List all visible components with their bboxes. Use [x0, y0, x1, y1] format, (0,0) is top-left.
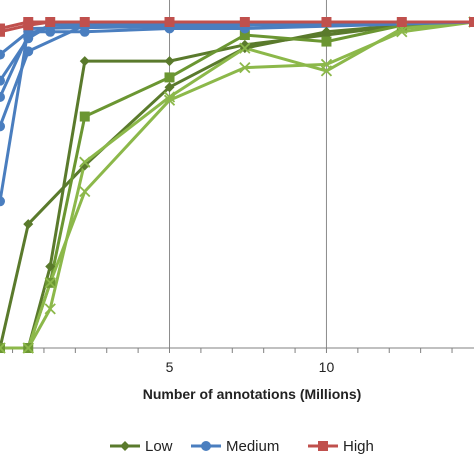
- x-tick-label-1: 10: [319, 359, 335, 375]
- x-marker: [44, 303, 56, 315]
- square-marker: [79, 111, 90, 122]
- diamond-marker: [23, 219, 34, 230]
- diamond-marker: [239, 39, 250, 50]
- square-marker: [239, 30, 250, 41]
- circle-marker: [0, 49, 5, 60]
- x-marker: [239, 42, 251, 54]
- legend-label-0: Low: [145, 438, 173, 455]
- circle-marker: [201, 441, 211, 451]
- x-marker: [163, 94, 176, 106]
- legend: Low Medium High: [110, 438, 374, 455]
- legend-label-1: Medium: [226, 438, 279, 455]
- square-marker: [164, 72, 175, 83]
- x-marker: [163, 91, 176, 103]
- circle-marker: [23, 46, 34, 57]
- square-marker: [45, 17, 56, 27]
- square-marker: [321, 17, 332, 27]
- series-line-3-4: [0, 20, 474, 202]
- square-marker: [0, 23, 5, 34]
- square-marker: [79, 17, 90, 27]
- series-line-3-3: [0, 20, 474, 127]
- circle-marker: [0, 196, 5, 207]
- square-marker: [239, 17, 250, 27]
- circle-marker: [0, 121, 5, 132]
- x-marker: [22, 342, 34, 354]
- x-marker: [79, 185, 91, 198]
- legend-label-2: High: [343, 438, 374, 455]
- x-marker: [396, 26, 408, 38]
- series-markers: [0, 16, 474, 354]
- square-marker: [23, 17, 34, 27]
- diamond-marker: [45, 261, 56, 272]
- circle-marker: [0, 75, 5, 86]
- diamond-marker: [79, 56, 90, 67]
- diamond-marker: [120, 441, 130, 451]
- series-lines: [0, 20, 474, 350]
- x-axis-title: Number of annotations (Millions): [143, 386, 362, 402]
- square-marker: [318, 441, 328, 451]
- square-marker: [321, 36, 332, 47]
- diamond-marker: [79, 160, 90, 171]
- square-marker: [0, 343, 5, 353]
- x-axis-ticks: 5 10: [12, 348, 453, 375]
- circle-marker: [0, 91, 5, 102]
- x-marker: [239, 62, 251, 74]
- diamond-marker: [164, 82, 175, 93]
- x-marker: [320, 65, 333, 77]
- square-marker: [396, 17, 407, 27]
- square-marker: [469, 17, 474, 27]
- x-marker: [79, 156, 91, 168]
- x-marker: [0, 342, 6, 354]
- square-marker: [164, 17, 175, 27]
- x-tick-label-0: 5: [166, 359, 174, 375]
- x-marker: [44, 277, 56, 289]
- diamond-marker: [164, 56, 175, 67]
